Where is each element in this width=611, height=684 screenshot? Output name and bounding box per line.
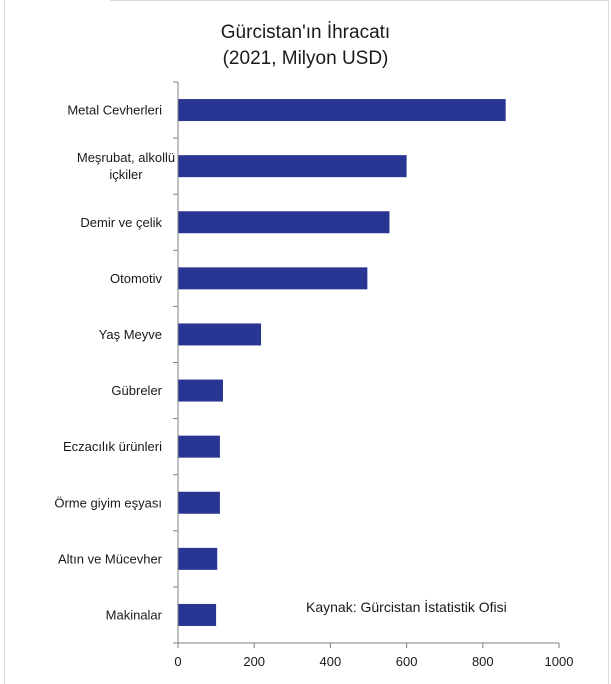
bar-1 [178,155,407,178]
bars-group [178,99,506,626]
chart-title: Gürcistan'ın İhracatı [220,22,391,43]
bar-0 [178,99,506,122]
bar-5 [178,379,223,402]
chart-title-block: Gürcistan'ın İhracatı (2021, Milyon USD) [0,20,611,72]
category-label-5: Gübreler [111,383,162,398]
category-label-7: Örme giyim eşyası [54,495,162,510]
x-tick-label-4: 800 [472,654,494,669]
x-tick-label-0: 0 [174,654,181,669]
category-label-4: Yaş Meyve [99,327,162,342]
x-tick-label-5: 1000 [545,654,574,669]
category-label-1: Meşrubat, alkollü içkiler [77,150,175,182]
bar-9 [178,603,217,626]
frame-top-border [110,0,609,1]
category-label-0: Metal Cevherleri [67,103,162,118]
source-annotation: Kaynak: Gürcistan İstatistik Ofisi [306,598,507,615]
x-tick-label-3: 600 [396,654,418,669]
bar-4 [178,323,262,346]
chart-subtitle: (2021, Milyon USD) [222,48,389,69]
x-axis: 0 200 400 600 800 1000 [173,81,574,669]
bar-3 [178,267,368,290]
x-tick-label-1: 200 [243,654,265,669]
category-label-3: Otomotiv [110,271,163,286]
bar-7 [178,491,220,514]
bar-2 [178,211,390,234]
category-label-6: Eczacılık ürünleri [63,439,162,454]
x-tick-label-2: 400 [320,654,342,669]
category-labels: Metal Cevherleri Meşrubat, alkollü içkiler… [54,103,175,623]
bar-8 [178,547,218,570]
bar-6 [178,435,220,458]
category-label-2: Demir ve çelik [80,215,162,230]
category-label-9: Makinalar [106,607,163,622]
chart-frame [4,0,609,684]
category-label-8: Altın ve Mücevher [58,551,163,566]
